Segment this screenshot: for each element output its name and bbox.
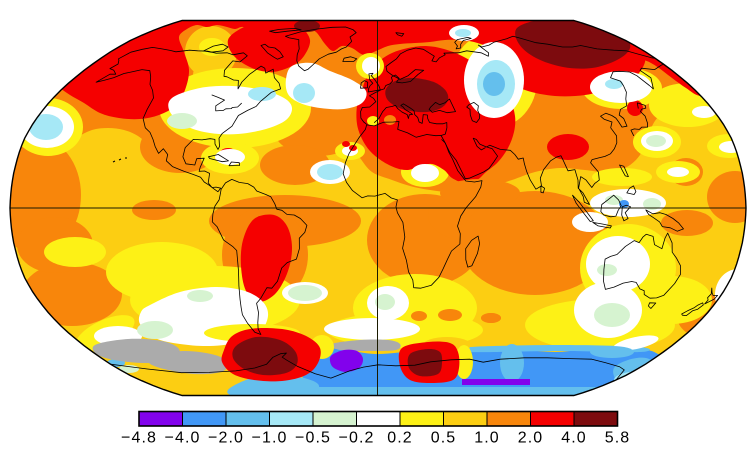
svg-text:0.5: 0.5 [431, 430, 457, 447]
svg-text:−0.5: −0.5 [295, 430, 331, 447]
svg-text:−4.0: −4.0 [165, 430, 201, 447]
svg-text:−4.8: −4.8 [121, 430, 157, 447]
svg-text:5.8: 5.8 [605, 430, 631, 447]
svg-text:2.0: 2.0 [518, 430, 544, 447]
svg-text:0.2: 0.2 [387, 430, 413, 447]
svg-text:4.0: 4.0 [561, 430, 587, 447]
svg-text:−1.0: −1.0 [252, 430, 288, 447]
svg-text:−0.2: −0.2 [339, 430, 375, 447]
svg-text:−2.0: −2.0 [208, 430, 244, 447]
svg-text:1.0: 1.0 [474, 430, 500, 447]
